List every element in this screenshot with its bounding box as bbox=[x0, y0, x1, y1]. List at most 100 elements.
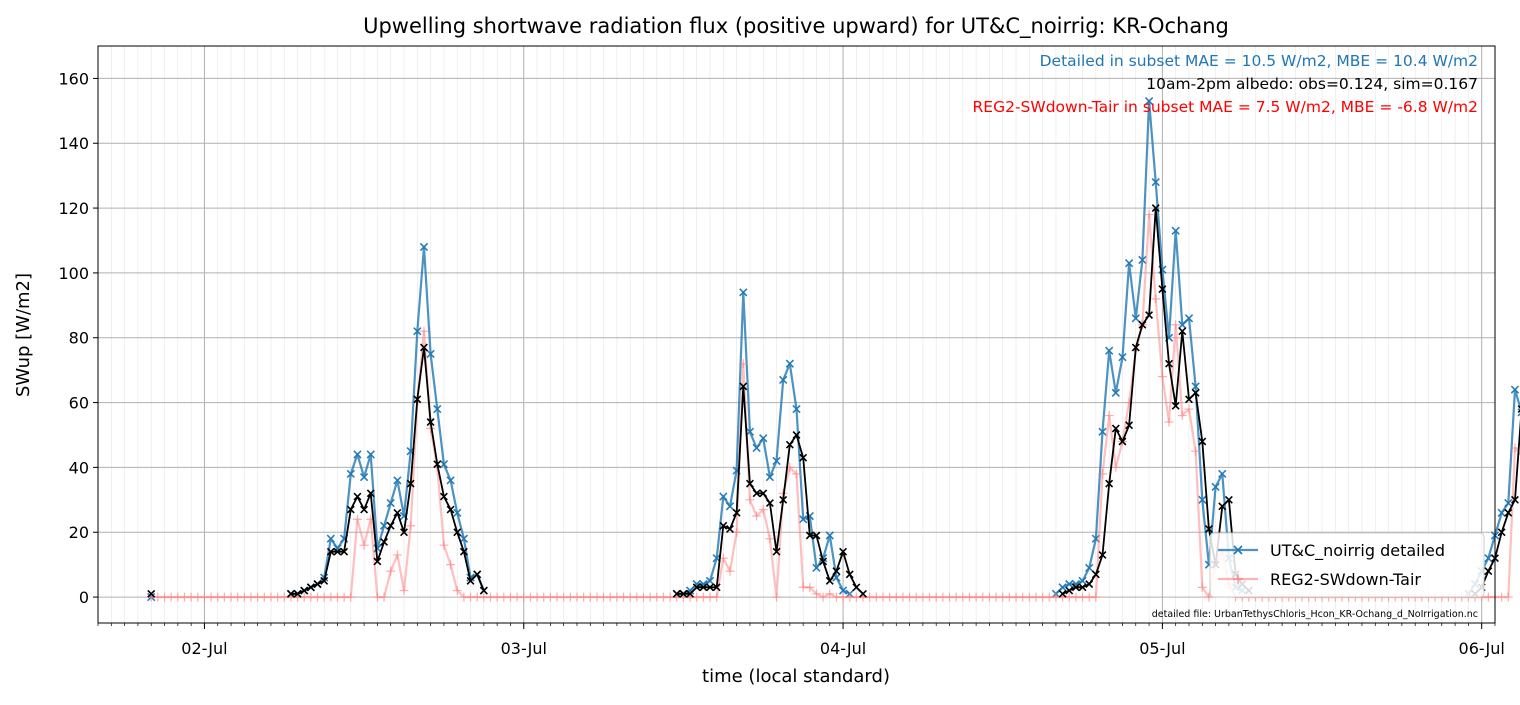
data-point-reg2 bbox=[352, 514, 362, 524]
data-point-detailed bbox=[366, 450, 375, 459]
data-point-reg2 bbox=[1124, 398, 1134, 408]
data-point-reg2 bbox=[1177, 411, 1187, 421]
data-point-detailed bbox=[453, 508, 462, 517]
plot-area-frame bbox=[97, 45, 1496, 624]
detailed-file-footnote: detailed file: UrbanTethysChloris_Hcon_K… bbox=[1152, 609, 1478, 620]
data-point-black bbox=[433, 460, 442, 469]
data-point-reg2 bbox=[1191, 446, 1201, 456]
data-point-black bbox=[1504, 508, 1513, 517]
data-point-black bbox=[1165, 359, 1173, 368]
data-point-black bbox=[1191, 388, 1200, 397]
data-point-black bbox=[732, 508, 741, 517]
data-point-black bbox=[479, 586, 488, 595]
data-point-black bbox=[300, 586, 309, 595]
data-point-reg2 bbox=[772, 592, 782, 602]
data-point-black bbox=[1065, 586, 1074, 595]
data-point-black bbox=[1058, 589, 1067, 598]
data-point-black bbox=[1085, 580, 1094, 589]
data-point-detailed bbox=[1065, 579, 1074, 589]
legend-marker-reg2 bbox=[1233, 574, 1243, 584]
data-point-black bbox=[859, 589, 867, 598]
data-point-reg2 bbox=[1184, 404, 1194, 414]
data-point-black bbox=[812, 531, 821, 540]
data-point-black bbox=[426, 418, 435, 426]
data-point-black bbox=[706, 583, 714, 592]
data-point-detailed bbox=[705, 576, 715, 586]
data-point-black bbox=[326, 547, 335, 556]
data-point-reg2 bbox=[1204, 592, 1214, 602]
y-tick-label: 140 bbox=[58, 134, 89, 153]
data-point-detailed bbox=[1138, 255, 1147, 265]
y-axis-label: SWup [W/m2] bbox=[13, 273, 34, 397]
data-point-black bbox=[466, 576, 475, 585]
data-point-black bbox=[346, 505, 355, 514]
data-point-black bbox=[1111, 424, 1120, 433]
data-point-black bbox=[453, 528, 462, 537]
data-point-detailed bbox=[792, 404, 801, 414]
data-point-reg2 bbox=[1098, 469, 1108, 479]
data-point-black bbox=[353, 492, 362, 501]
data-point-reg2 bbox=[752, 511, 762, 521]
stats-detailed-annotation: Detailed in subset MAE = 10.5 W/m2, MBE … bbox=[1040, 52, 1478, 70]
data-point-detailed bbox=[326, 534, 335, 543]
data-point-black bbox=[726, 525, 734, 533]
data-point-reg2 bbox=[738, 359, 748, 369]
data-point-black bbox=[1105, 479, 1114, 488]
legend-label-reg2: REG2-SWdown-Tair bbox=[1270, 570, 1421, 589]
data-point-black bbox=[406, 479, 415, 488]
data-point-black bbox=[672, 589, 681, 598]
data-point-black bbox=[413, 395, 422, 404]
data-point-reg2 bbox=[712, 592, 722, 602]
data-point-black bbox=[752, 489, 761, 498]
x-tick-label: 04-Jul bbox=[820, 639, 866, 658]
data-point-reg2 bbox=[765, 534, 775, 544]
data-point-black bbox=[792, 431, 801, 439]
data-point-reg2 bbox=[1171, 320, 1181, 330]
data-point-detailed bbox=[413, 327, 422, 336]
data-point-black bbox=[719, 521, 728, 530]
data-point-detailed bbox=[346, 469, 355, 479]
data-point-black bbox=[293, 589, 302, 598]
data-point-black bbox=[286, 589, 295, 598]
data-point-reg2 bbox=[818, 592, 828, 602]
data-point-detailed bbox=[459, 534, 469, 543]
data-point-reg2 bbox=[386, 566, 396, 576]
data-point-black bbox=[739, 382, 748, 391]
data-point-black bbox=[765, 499, 774, 508]
data-point-reg2 bbox=[792, 469, 801, 479]
data-point-black bbox=[360, 505, 369, 514]
data-point-reg2 bbox=[399, 586, 409, 596]
data-point-black bbox=[745, 479, 754, 488]
data-point-detailed bbox=[353, 450, 362, 459]
data-point-black bbox=[805, 531, 814, 540]
data-point-detailed bbox=[1484, 554, 1493, 563]
data-point-reg2 bbox=[758, 505, 768, 515]
data-point-detailed bbox=[426, 349, 435, 359]
data-point-reg2 bbox=[346, 592, 356, 602]
data-point-reg2 bbox=[392, 550, 402, 560]
data-point-black bbox=[799, 453, 808, 462]
data-point-black bbox=[1497, 528, 1506, 537]
data-point-detailed bbox=[725, 502, 735, 511]
data-point-black bbox=[772, 547, 781, 556]
data-point-detailed bbox=[752, 443, 761, 453]
data-point-black bbox=[1185, 395, 1193, 404]
data-point-detailed bbox=[1151, 177, 1160, 187]
data-point-black bbox=[386, 521, 395, 530]
stats-reg2-annotation: REG2-SWdown-Tair in subset MAE = 7.5 W/m… bbox=[973, 98, 1478, 116]
data-point-black bbox=[832, 567, 841, 576]
data-point-detailed bbox=[739, 288, 748, 297]
data-point-black bbox=[1098, 550, 1107, 559]
data-point-black bbox=[1224, 495, 1233, 504]
data-point-black bbox=[1198, 437, 1207, 446]
data-point-reg2 bbox=[725, 566, 735, 576]
data-point-black bbox=[439, 492, 448, 501]
data-point-detailed bbox=[719, 492, 728, 501]
data-point-black bbox=[686, 589, 695, 598]
data-point-black bbox=[1517, 405, 1520, 414]
data-point-detailed bbox=[1144, 96, 1154, 106]
data-point-detailed bbox=[1098, 427, 1107, 436]
data-point-detailed bbox=[359, 472, 369, 482]
